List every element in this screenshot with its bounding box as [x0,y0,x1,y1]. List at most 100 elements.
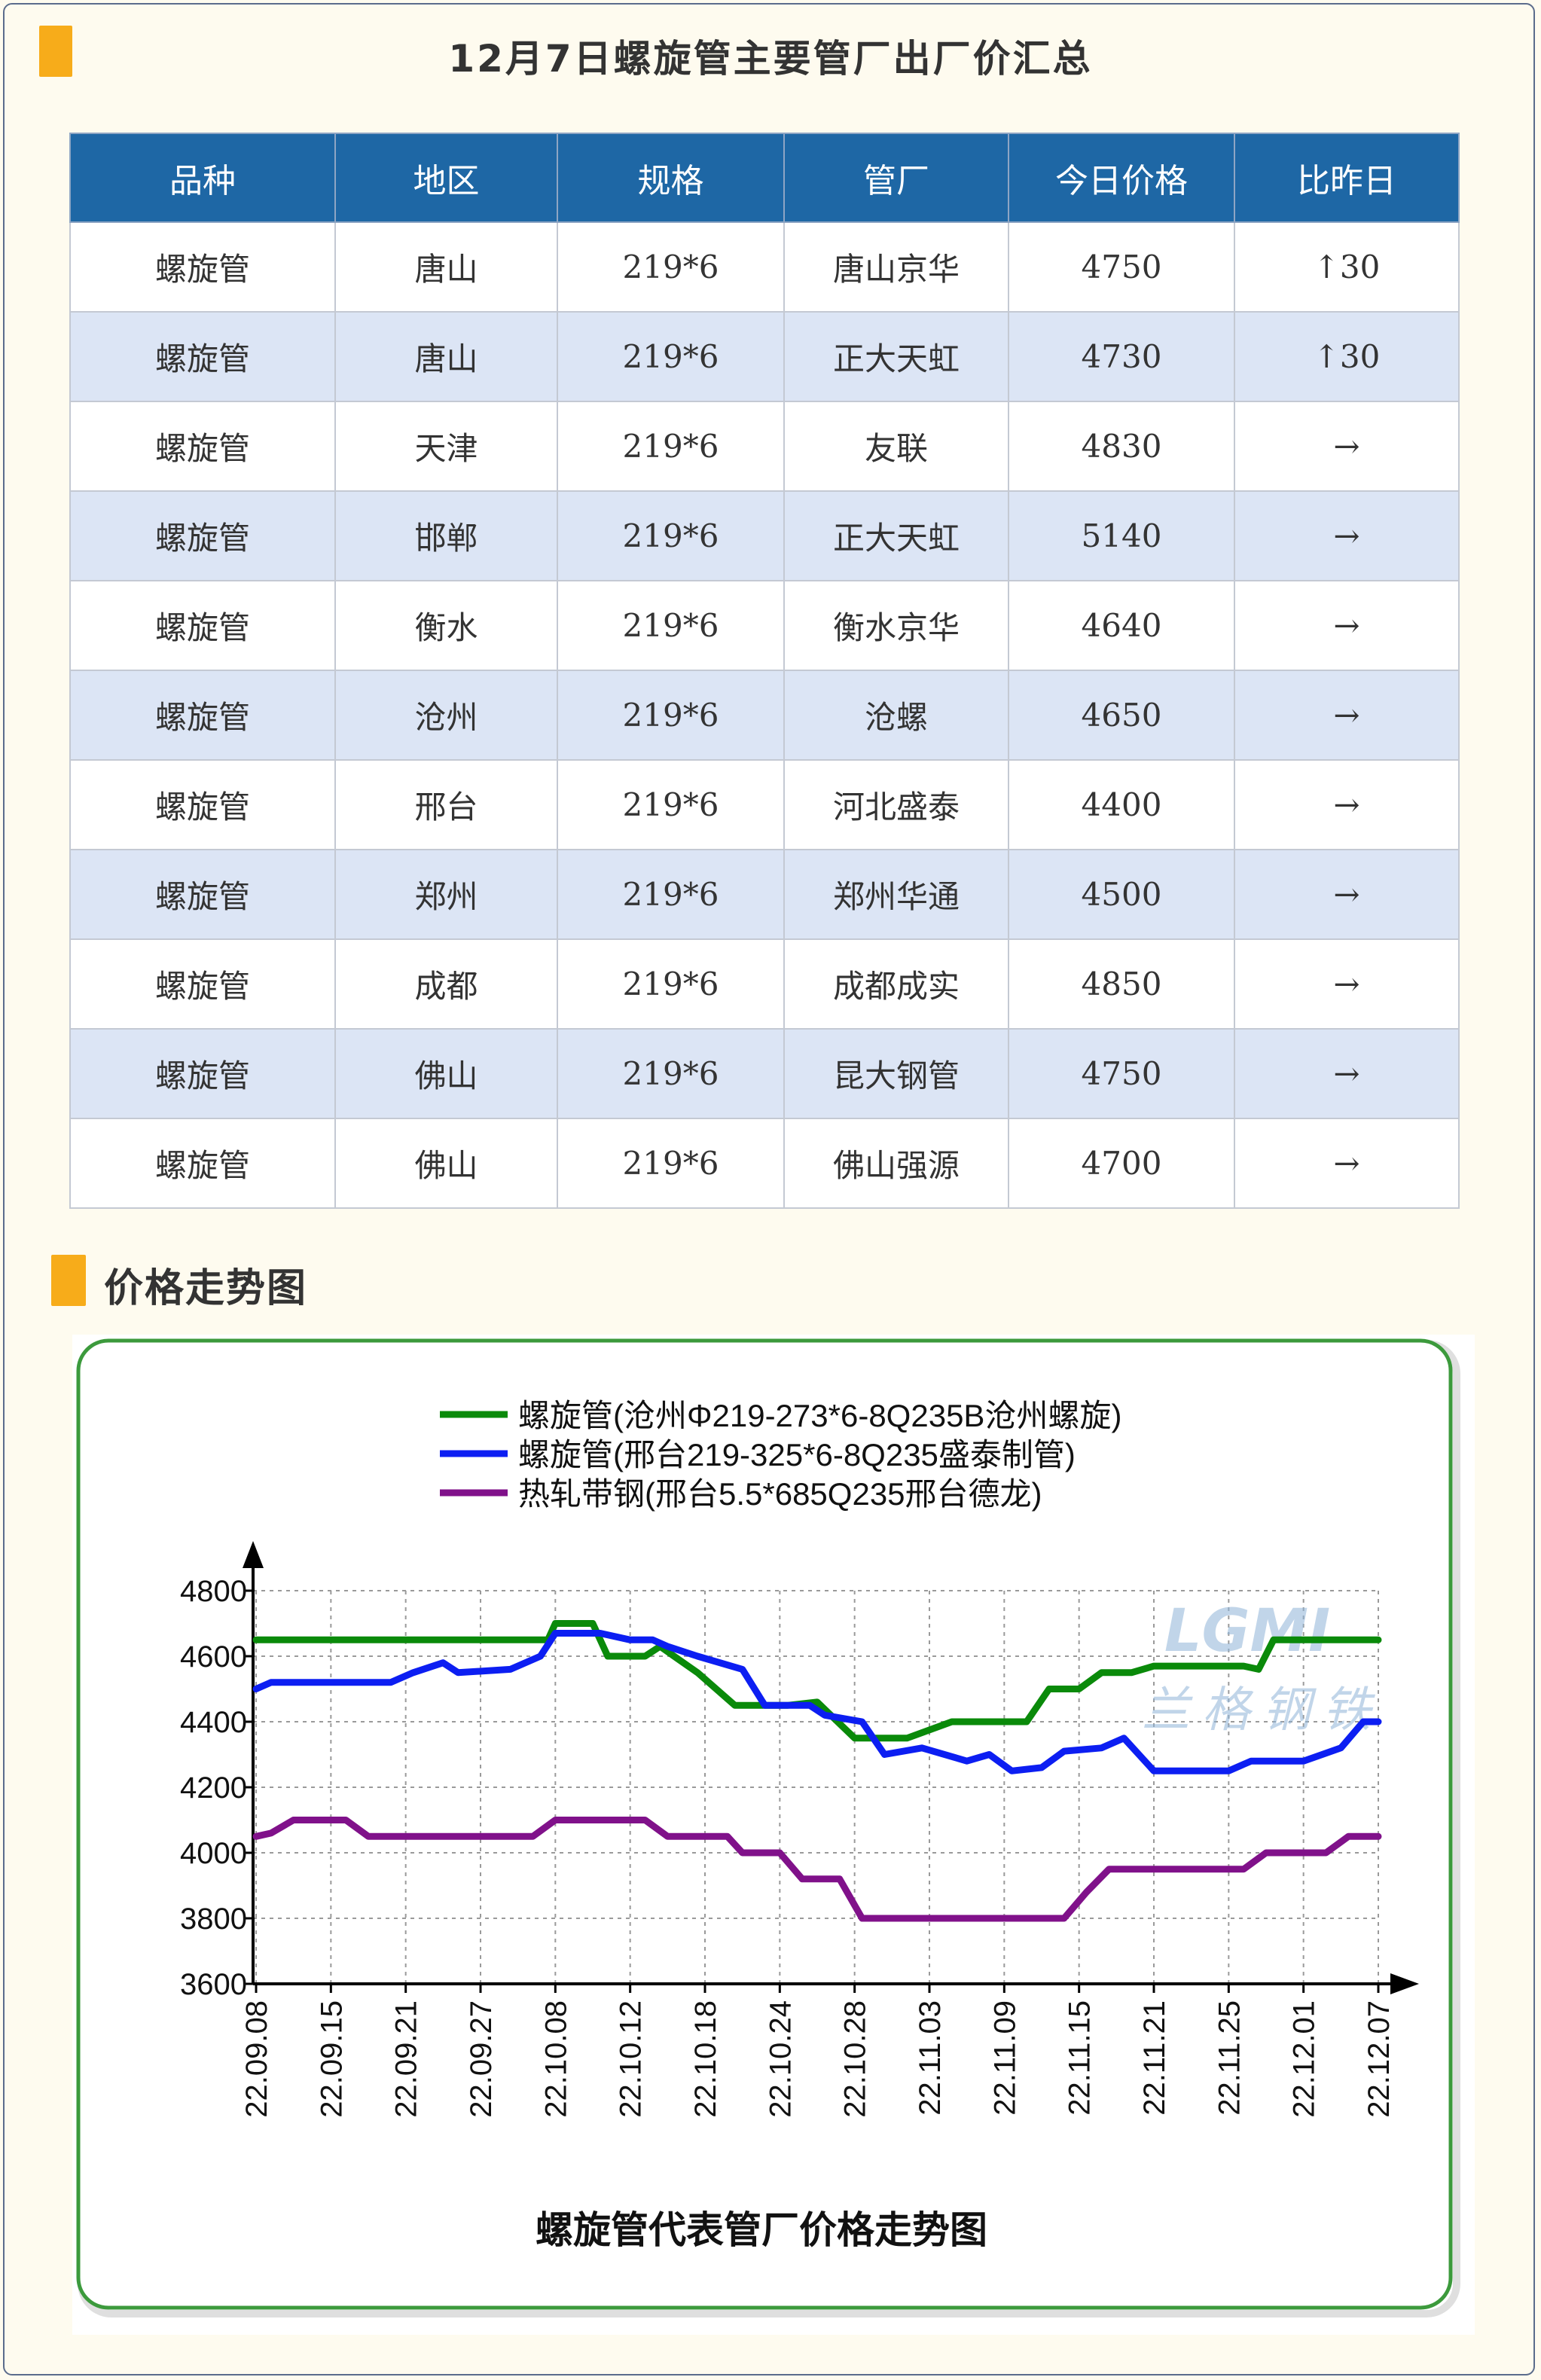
table-cell-price: 4500 [1008,849,1235,940]
watermark-logo: LGMI [1164,1597,1330,1665]
table-cell-region: 佛山 [334,1118,558,1209]
y-tick-label: 4200 [180,1771,247,1805]
table-cell-region: 唐山 [334,311,558,402]
table-row: 螺旋管 邢台 219*6 河北盛泰 4400 → [69,759,1460,850]
table-cell-region: 郑州 [334,849,558,940]
table-cell-spec: 219*6 [557,938,785,1030]
table-row: 螺旋管 成都 219*6 成都成实 4850 → [69,938,1460,1030]
table-row: 螺旋管 佛山 219*6 昆大钢管 4750 → [69,1028,1460,1119]
chart-frame [76,1338,1453,2310]
table-cell-mill: 友联 [783,401,1009,492]
table-cell-spec: 219*6 [557,759,785,850]
table-cell-spec: 219*6 [557,1118,785,1209]
y-tick-label: 4000 [180,1837,247,1870]
x-tick-label: 22.10.28 [839,2000,872,2118]
col-header: 今日价格 [1008,133,1235,223]
x-tick-label: 22.09.08 [240,2000,273,2118]
table-cell-spec: 219*6 [557,401,785,492]
table-cell-product: 螺旋管 [69,221,336,313]
x-tick-label: 22.11.03 [914,2000,947,2116]
page-frame [3,3,1535,2375]
table-cell-product: 螺旋管 [69,580,336,671]
table-cell-change: ↑30 [1234,311,1460,402]
price-table: 品种 地区 规格 管厂 今日价格 比昨日 螺旋管 唐山 219*6 唐山京华 4750 ↑… [69,133,1460,1209]
col-header: 比昨日 [1234,133,1460,223]
table-cell-product: 螺旋管 [69,401,336,492]
table-cell-spec: 219*6 [557,490,785,581]
watermark-text: 兰格钢铁 [1142,1683,1383,1738]
table-row: 螺旋管 衡水 219*6 衡水京华 4640 → [69,580,1460,671]
x-tick-label: 22.11.25 [1213,2000,1246,2116]
table-cell-change: → [1234,490,1460,581]
x-tick-label: 22.12.07 [1362,2000,1396,2118]
table-row: 螺旋管 天津 219*6 友联 4830 → [69,401,1460,492]
table-row: 螺旋管 唐山 219*6 唐山京华 4750 ↑30 [69,221,1460,313]
table-cell-price: 4650 [1008,670,1235,761]
table-cell-mill: 衡水京华 [783,580,1009,671]
table-cell-product: 螺旋管 [69,311,336,402]
table-cell-spec: 219*6 [557,670,785,761]
table-cell-change: → [1234,849,1460,940]
table-cell-mill: 沧螺 [783,670,1009,761]
table-cell-spec: 219*6 [557,849,785,940]
x-axis-arrow [1390,1973,1419,1994]
table-cell-mill: 正大天虹 [783,490,1009,581]
table-cell-mill: 成都成实 [783,938,1009,1030]
table-cell-spec: 219*6 [557,221,785,313]
col-header: 地区 [334,133,558,223]
table-cell-price: 4830 [1008,401,1235,492]
table-cell-mill: 郑州华通 [783,849,1009,940]
x-tick-label: 22.09.15 [315,2000,348,2118]
table-row: 螺旋管 邯郸 219*6 正大天虹 5140 → [69,490,1460,581]
x-tick-label: 22.09.27 [465,2000,498,2118]
table-cell-region: 佛山 [334,1028,558,1119]
col-header: 品种 [69,133,336,223]
table-cell-region: 成都 [334,938,558,1030]
table-cell-mill: 唐山京华 [783,221,1009,313]
table-cell-product: 螺旋管 [69,849,336,940]
legend-label-0: 螺旋管(沧州Φ219-273*6-8Q235B沧州螺旋) [518,1398,1121,1433]
table-row: 螺旋管 沧州 219*6 沧螺 4650 → [69,670,1460,761]
table-cell-price: 4750 [1008,1028,1235,1119]
section-title: 价格走势图 [104,1266,308,1311]
table-cell-price: 5140 [1008,490,1235,581]
y-tick-label: 3800 [180,1902,247,1936]
y-tick-label: 3600 [180,1968,247,2001]
page-title: 12月7日螺旋管主要管厂出厂价汇总 [448,37,1093,81]
x-tick-label: 22.11.15 [1063,2000,1097,2116]
table-cell-spec: 219*6 [557,1028,785,1119]
table-cell-product: 螺旋管 [69,490,336,581]
table-cell-price: 4640 [1008,580,1235,671]
table-cell-region: 天津 [334,401,558,492]
chart-panel: 3600 3800 4000 4200 4400 4600 4800 22.09.08 22.0… [72,1335,1475,2335]
table-cell-region: 衡水 [334,580,558,671]
table-cell-product: 螺旋管 [69,1028,336,1119]
series-line-0 [252,1620,1382,1742]
y-tick-label: 4400 [180,1706,247,1739]
table-cell-price: 4850 [1008,938,1235,1030]
table-row: 螺旋管 唐山 219*6 正大天虹 4730 ↑30 [69,311,1460,402]
table-cell-mill: 昆大钢管 [783,1028,1009,1119]
chart-title: 螺旋管代表管厂价格走势图 [536,2208,987,2252]
y-axis-arrow [243,1541,264,1568]
table-cell-product: 螺旋管 [69,759,336,850]
table-cell-region: 邢台 [334,759,558,850]
table-cell-product: 螺旋管 [69,1118,336,1209]
x-tick-label: 22.12.01 [1288,2000,1321,2118]
table-cell-region: 邯郸 [334,490,558,581]
x-tick-label: 22.09.21 [390,2000,423,2118]
table-cell-price: 4700 [1008,1118,1235,1209]
table-cell-change: → [1234,401,1460,492]
price-trend-chart: 3600 3800 4000 4200 4400 4600 4800 22.09.08 22.0… [76,1338,1460,2317]
table-cell-product: 螺旋管 [69,670,336,761]
col-header: 规格 [557,133,785,223]
table-body: 螺旋管 唐山 219*6 唐山京华 4750 ↑30 螺旋管 唐山 219*6 正大天虹 4730 ↑… [69,221,1460,1209]
table-cell-change: → [1234,670,1460,761]
legend-label-2: 热轧带钢(邢台5.5*685Q235邢台德龙) [518,1476,1042,1512]
table-row: 螺旋管 佛山 219*6 佛山强源 4700 → [69,1118,1460,1209]
x-tick-label: 22.10.08 [539,2000,572,2118]
series-line-1 [252,1630,1382,1774]
table-cell-price: 4750 [1008,221,1235,313]
table-cell-mill: 佛山强源 [783,1118,1009,1209]
table-header-row: 品种 地区 规格 管厂 今日价格 比昨日 [69,133,1460,223]
